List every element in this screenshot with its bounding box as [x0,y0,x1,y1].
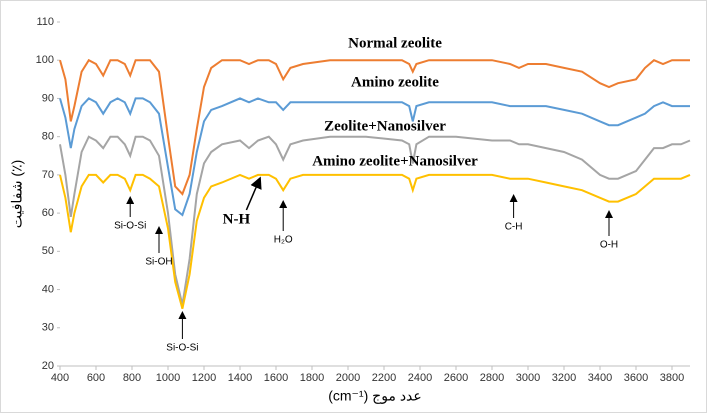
annotation-label: O-H [600,240,618,251]
x-tick-label: 2800 [480,372,504,384]
x-tick-label: 3800 [660,372,684,384]
x-tick-label: 2400 [408,372,432,384]
annotation-arrow [245,176,262,211]
y-axis-label: شفافیت (٪) [9,160,25,228]
x-tick-label: 1800 [300,372,324,384]
x-tick-label: 3600 [624,372,648,384]
y-tick-label: 50 [42,245,54,257]
annotation-label: Si-OH [145,257,172,268]
series-name: Zeolite+Nanosilver [324,118,446,134]
x-tick-label: 1000 [156,372,180,384]
x-tick-label: 3200 [552,372,576,384]
x-tick-label: 2200 [372,372,396,384]
y-tick-label: 80 [42,131,54,143]
annotation-label: N-H [223,211,251,227]
annotation-label: H₂O [274,235,293,246]
y-tick-label: 90 [42,92,54,104]
series-line [59,135,691,306]
x-tick-label: 3000 [516,372,540,384]
x-tick-label: 800 [123,372,141,384]
y-tick-label: 20 [42,360,54,372]
series-name: Normal zeolite [348,35,442,51]
x-tick-label: 1200 [192,372,216,384]
x-tick-label: 1600 [264,372,288,384]
annotation-label: Si-O-Si [114,221,146,232]
x-axis-label: (cm⁻¹) عدد موج [328,388,422,405]
x-tick-label: 2000 [336,372,360,384]
series-name: Amino zeolite [351,74,439,90]
y-tick-label: 70 [42,169,54,181]
y-tick-label: 40 [42,283,54,295]
x-tick-label: 3400 [588,372,612,384]
x-tick-label: 400 [51,372,69,384]
annotation-label: Si-O-Si [166,343,198,354]
x-tick-label: 1400 [228,372,252,384]
y-tick-label: 100 [36,54,54,66]
x-tick-label: 600 [87,372,105,384]
series-line [59,58,690,196]
series-line [59,97,690,217]
annotation-label: C-H [505,222,523,233]
series-name: Amino zeolite+Nanosilver [312,153,478,169]
y-tick-label: 110 [36,16,54,28]
series-line [59,173,691,309]
x-tick-label: 2600 [444,372,468,384]
y-tick-label: 60 [42,207,54,219]
y-tick-label: 30 [42,322,54,334]
